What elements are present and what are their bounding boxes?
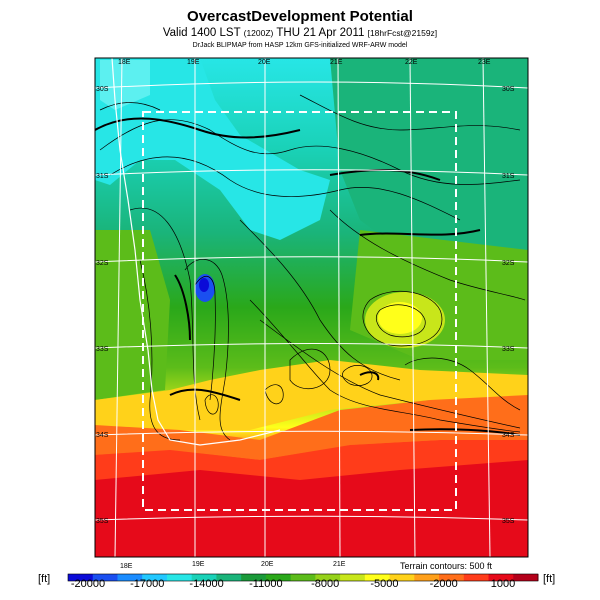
colorbar-swatch	[191, 574, 217, 581]
lon-label-bottom: 20E	[261, 561, 274, 568]
colorbar-swatch	[340, 574, 366, 581]
colorbar	[67, 573, 539, 582]
lat-labels-left: 30S 31S 32S 33S 34S 35S	[96, 86, 109, 525]
lon-labels-top: 18E 19E 20E 21E 22E 23E	[118, 59, 491, 66]
colorbar-swatch	[216, 574, 242, 581]
lon-label-bottom: 18E	[120, 563, 133, 570]
colorbar-swatch	[389, 574, 415, 581]
colorbar-swatch	[241, 574, 267, 581]
colorbar-swatch	[513, 574, 539, 581]
colorbar-swatch	[166, 574, 193, 581]
orange-band	[95, 395, 528, 460]
lon-label-top: 23E	[478, 59, 491, 66]
colorbar-tick-label: -17000	[130, 578, 165, 590]
lat-label-right: 35S	[502, 518, 515, 525]
green-east	[330, 58, 528, 300]
colorbar-tick-label: 1000	[490, 578, 516, 590]
terrain-note: Terrain contours: 500 ft	[400, 561, 493, 571]
colorbar-swatch	[364, 574, 391, 581]
thick-contours	[94, 117, 521, 436]
colorbar-swatch	[265, 574, 292, 581]
lon-label-top: 20E	[258, 59, 271, 66]
colorbar-swatch	[142, 574, 168, 581]
colorbar-swatch	[463, 574, 490, 581]
colorbar-swatch	[290, 574, 316, 581]
unit-label-left: [ft]	[38, 573, 51, 585]
lat-label-right: 34S	[502, 432, 515, 439]
lon-label-top: 19E	[187, 59, 200, 66]
lon-label-top: 22E	[405, 59, 418, 66]
yellow-spot-core	[378, 302, 422, 334]
terrain-contours	[99, 94, 526, 441]
colorbar-tick-label: -8000	[311, 578, 340, 590]
valid-time: Valid 1400 LST	[162, 27, 241, 39]
lat-label-left: 35S	[96, 518, 109, 525]
map-frame	[94, 57, 529, 558]
unit-label-right: [ft]	[543, 573, 556, 585]
lon-label-bottom: 21E	[333, 561, 346, 568]
lat-label-left: 33S	[96, 346, 109, 353]
lat-label-right: 30S	[502, 86, 515, 93]
colorbar-swatch	[92, 574, 118, 581]
colorbar-swatch	[439, 574, 465, 581]
utc-time: (1200Z)	[243, 28, 274, 38]
west-green	[95, 230, 170, 400]
colorbar-tick-label: -5000	[370, 578, 399, 590]
lon-label-bottom: 19E	[192, 561, 205, 568]
colorbar-tick-label: -2000	[429, 578, 458, 590]
graticule	[94, 57, 529, 558]
colorbar-swatch	[315, 574, 341, 581]
cyan-region	[95, 58, 330, 240]
green-mid	[350, 230, 528, 360]
lat-label-right: 31S	[502, 173, 515, 180]
colorbar-tick-label: -11000	[249, 578, 283, 590]
lat-label-left: 30S	[96, 86, 109, 93]
colorbar-frame	[67, 573, 539, 582]
lat-label-left: 32S	[96, 260, 109, 267]
valid-date: THU 21 Apr 2011	[276, 27, 365, 39]
lon-labels-bottom: 18E 19E 20E 21E	[120, 561, 346, 570]
lat-label-right: 33S	[502, 346, 515, 353]
colorbar-swatch	[117, 574, 143, 581]
coastline	[111, 57, 281, 446]
lon-label-top: 18E	[118, 59, 131, 66]
colorbar-swatch	[488, 574, 514, 581]
dark-red-south	[95, 460, 528, 557]
domain-box	[142, 111, 457, 511]
forecast-info: [18hrFcst@2159z]	[367, 28, 438, 38]
lat-labels-right: 30S 31S 32S 33S 34S 35S	[502, 86, 515, 525]
lat-label-left: 31S	[96, 173, 109, 180]
blue-spot-core	[199, 278, 209, 292]
colorbar-tick-label: -14000	[189, 578, 224, 590]
colorbar-tick-label: -20000	[70, 578, 106, 590]
yellow-band	[95, 360, 528, 430]
map-title: OvercastDevelopment Potential	[187, 8, 413, 25]
colorbar-swatch	[68, 574, 94, 581]
lat-label-right: 32S	[502, 260, 515, 267]
colorbar-swatch	[414, 574, 440, 581]
map-subtitle: Valid 1400 LST (1200Z) THU 21 Apr 2011 […	[0, 27, 600, 39]
lat-label-left: 34S	[96, 432, 109, 439]
lon-label-top: 21E	[330, 59, 343, 66]
model-credit: DrJack BLIPMAP from HASP 12km GFS-initia…	[192, 42, 408, 49]
